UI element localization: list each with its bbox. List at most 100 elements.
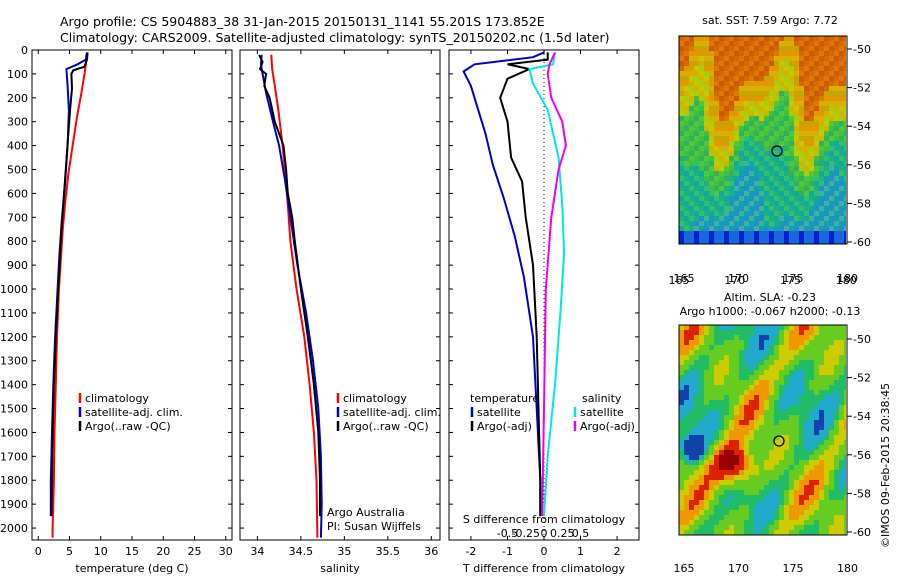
- sst-cell: [789, 116, 794, 121]
- sla-cell: [744, 500, 749, 505]
- sla-cell: [799, 380, 804, 385]
- sst-cell: [749, 91, 754, 96]
- sla-cell: [724, 390, 729, 395]
- sst-cell: [689, 161, 694, 166]
- sst-cell: [834, 41, 839, 46]
- x-tick-label: 2: [614, 545, 621, 558]
- sla-cell: [689, 325, 694, 330]
- sla-cell: [694, 520, 699, 525]
- sla-cell: [699, 510, 704, 515]
- sla-cell: [789, 395, 794, 400]
- y-tick-label: 1000: [0, 283, 28, 296]
- sla-cell: [764, 365, 769, 370]
- sst-cell: [694, 161, 699, 166]
- sla-cell: [839, 490, 844, 495]
- sst-cell: [794, 191, 799, 196]
- sst-cell: [724, 201, 729, 206]
- sla-cell: [804, 480, 809, 485]
- sla-cell: [809, 520, 814, 525]
- sst-cell: [679, 141, 684, 146]
- sla-cell: [779, 375, 784, 380]
- x-axis-label: temperature (deg C): [75, 562, 188, 575]
- sst-cell: [829, 136, 834, 141]
- sst-cell: [834, 126, 839, 131]
- sst-cell: [744, 131, 749, 136]
- sla-cell: [814, 395, 819, 400]
- sst-cell: [729, 221, 734, 226]
- sla-cell: [694, 390, 699, 395]
- sst-cell: [794, 176, 799, 181]
- sst-cell: [819, 96, 824, 101]
- sst-cell: [769, 121, 774, 126]
- sst-cell: [834, 51, 839, 56]
- sla-cell: [774, 390, 779, 395]
- sst-cell: [809, 96, 814, 101]
- sst-cell: [719, 111, 724, 116]
- sst-cell: [709, 81, 714, 86]
- sst-cell: [834, 146, 839, 151]
- sst-cell: [789, 191, 794, 196]
- sla-cell: [764, 505, 769, 510]
- sst-cell: [839, 211, 844, 216]
- sla-cell: [689, 460, 694, 465]
- sla-cell: [709, 490, 714, 495]
- sst-cell: [789, 201, 794, 206]
- sla-cell: [829, 365, 834, 370]
- sla-cell: [689, 410, 694, 415]
- sst-cell: [774, 76, 779, 81]
- sst-cell: [739, 201, 744, 206]
- sst-cell: [739, 86, 744, 91]
- sla-cell: [799, 445, 804, 450]
- sst-cell: [699, 146, 704, 151]
- sst-cell: [834, 211, 839, 216]
- sst-cell: [774, 51, 779, 56]
- sst-cell: [754, 61, 759, 66]
- sla-cell: [724, 340, 729, 345]
- sst-cell: [729, 201, 734, 206]
- sst-cell: [679, 181, 684, 186]
- y-tick-label: 400: [7, 140, 28, 153]
- sla-cell: [799, 395, 804, 400]
- sla-cell: [789, 510, 794, 515]
- sla-cell: [814, 370, 819, 375]
- sst-cell: [689, 36, 694, 41]
- sla-cell: [819, 395, 824, 400]
- sst-cell: [699, 81, 704, 86]
- sla-cell: [729, 325, 734, 330]
- sst-cell: [774, 106, 779, 111]
- sla-cell: [764, 325, 769, 330]
- sst-cell: [694, 151, 699, 156]
- sla-cell: [679, 345, 684, 350]
- sla-cell: [794, 480, 799, 485]
- sla-cell: [789, 340, 794, 345]
- sla-cell: [839, 470, 844, 475]
- sst-cell: [819, 61, 824, 66]
- sst-cell: [694, 141, 699, 146]
- sst-cell: [809, 176, 814, 181]
- sst-cell: [764, 96, 769, 101]
- sla-cell: [694, 500, 699, 505]
- x-tick-label: 34.5: [289, 545, 314, 558]
- sla-cell: [709, 340, 714, 345]
- sla-cell: [704, 500, 709, 505]
- sst-cell: [804, 156, 809, 161]
- sla-cell: [789, 520, 794, 525]
- sla-cell: [724, 375, 729, 380]
- sla-cell: [829, 435, 834, 440]
- sst-cell: [714, 116, 719, 121]
- sst-cell: [804, 136, 809, 141]
- sla-cell: [744, 520, 749, 525]
- sla-cell: [804, 370, 809, 375]
- sla-cell: [774, 480, 779, 485]
- sla-cell: [734, 325, 739, 330]
- sst-cell: [819, 201, 824, 206]
- sst-cell: [714, 131, 719, 136]
- sla-cell: [709, 345, 714, 350]
- sst-cell: [829, 176, 834, 181]
- sla-cell: [704, 405, 709, 410]
- sla-cell: [744, 495, 749, 500]
- sla-cell: [749, 355, 754, 360]
- sla-cell: [774, 325, 779, 330]
- sla-cell: [714, 525, 719, 530]
- sst-cell: [779, 136, 784, 141]
